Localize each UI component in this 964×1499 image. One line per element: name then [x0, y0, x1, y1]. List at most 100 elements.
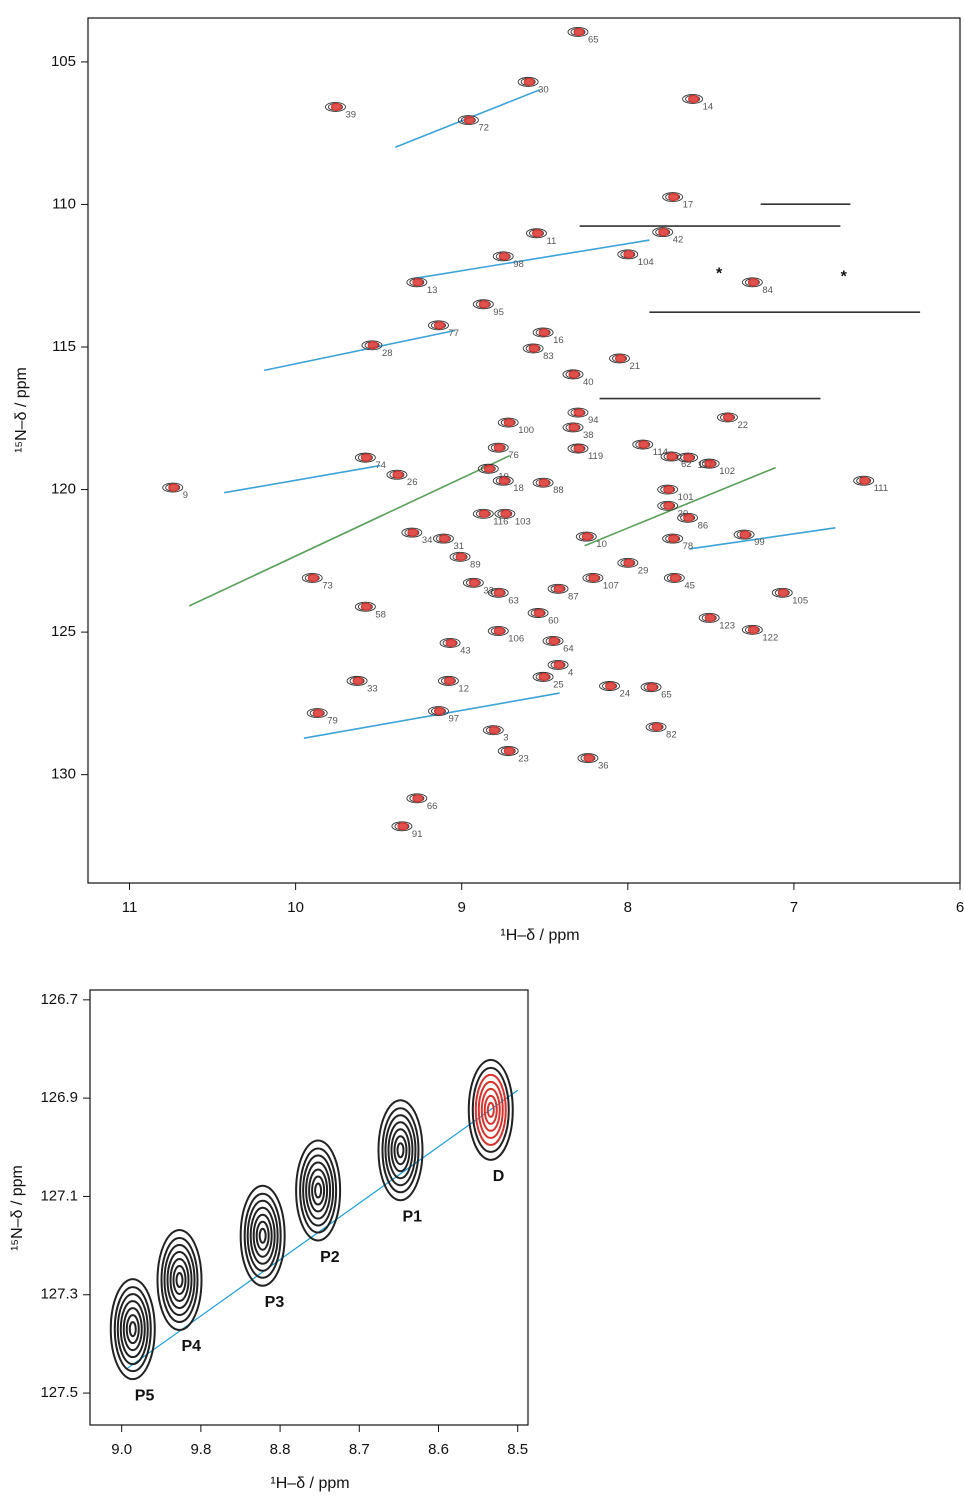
- peak: [449, 551, 471, 562]
- peak-label: 26: [407, 477, 418, 488]
- peak-label: 72: [478, 123, 489, 134]
- peak-label: D: [493, 1168, 505, 1185]
- contour-core: [704, 459, 716, 468]
- y-tick-label: 130: [51, 766, 76, 783]
- x-tick-label: 9.8: [190, 1441, 211, 1458]
- guide-line: [303, 692, 560, 739]
- contour: [577, 753, 599, 764]
- peak: [437, 675, 459, 686]
- contour: [542, 635, 564, 646]
- contour-core: [478, 509, 490, 518]
- contour-core: [367, 341, 379, 350]
- contour: [305, 1161, 332, 1220]
- peak: [532, 327, 554, 338]
- contour-core: [623, 250, 635, 259]
- peak: [567, 443, 589, 454]
- x-axis-label: ¹H–δ / ppm: [500, 927, 579, 944]
- peak: [567, 27, 589, 37]
- contour-core: [568, 370, 580, 379]
- contour: [492, 251, 514, 262]
- contour-core: [683, 453, 695, 462]
- peak: [617, 249, 639, 260]
- peak-label: 30: [538, 84, 549, 95]
- contour: [526, 228, 547, 239]
- peak: [497, 417, 519, 428]
- peak-label: 119: [588, 451, 603, 462]
- contour: [306, 708, 328, 719]
- contour: [390, 1128, 411, 1173]
- contour-core: [615, 354, 627, 363]
- peak-label: 42: [673, 235, 684, 246]
- x-tick-label: 8.7: [349, 1441, 370, 1458]
- contour: [406, 277, 428, 288]
- peak: [527, 608, 549, 618]
- x-tick-label: 7: [790, 899, 798, 916]
- peak: [487, 442, 509, 453]
- peak-label: 17: [683, 200, 694, 211]
- peak: [162, 482, 184, 493]
- peak-label: P2: [320, 1249, 340, 1266]
- peak-label: 39: [345, 109, 356, 120]
- contour-core: [312, 709, 324, 718]
- peak: [487, 626, 509, 636]
- contour: [645, 722, 667, 732]
- peak-label: 38: [583, 430, 594, 441]
- contour: [354, 601, 376, 612]
- contour: [401, 527, 423, 538]
- peak: [582, 572, 604, 583]
- contour: [771, 587, 793, 598]
- plot-frame: [89, 989, 529, 1426]
- peak-label: 79: [327, 716, 338, 727]
- contour-core: [493, 588, 505, 597]
- contour-core: [581, 532, 593, 541]
- x-tick-label: 8.6: [428, 1441, 449, 1458]
- peak-label: 107: [603, 580, 619, 591]
- contour: [432, 533, 454, 544]
- peak-label: 28: [382, 348, 393, 359]
- peak-label: 104: [638, 257, 654, 268]
- y-tick-label: 120: [51, 481, 76, 498]
- peak: [494, 508, 516, 519]
- guide-line: [126, 1089, 519, 1370]
- contour-core: [747, 278, 759, 287]
- contour: [122, 1307, 143, 1352]
- peak: [662, 192, 684, 202]
- peak-label: P5: [135, 1387, 155, 1404]
- peak-label: 122: [762, 632, 778, 643]
- peak-label: 65: [661, 690, 672, 701]
- contour: [480, 1087, 501, 1132]
- contour-core: [412, 794, 424, 803]
- peak-label: 36: [598, 761, 609, 772]
- peak: [677, 512, 699, 523]
- contour-core: [668, 534, 680, 543]
- peak: [432, 533, 454, 544]
- peak: [575, 531, 597, 542]
- contour-core: [438, 534, 450, 543]
- contour: [527, 608, 549, 618]
- peak: [741, 624, 763, 635]
- contour-core: [443, 676, 455, 685]
- peak-label: 97: [448, 714, 459, 725]
- peak-label: 87: [568, 591, 579, 602]
- contour: [109, 1278, 156, 1381]
- contour: [853, 475, 875, 486]
- contour: [396, 1142, 405, 1159]
- contour-core: [638, 440, 650, 449]
- peak: [698, 612, 720, 623]
- y-tick-label: 126.9: [40, 1089, 78, 1106]
- peak-label: 65: [588, 34, 599, 45]
- contour: [354, 452, 376, 463]
- contour: [384, 1114, 417, 1187]
- contour-core: [573, 27, 585, 36]
- y-tick-label: 110: [52, 195, 76, 212]
- peak: [391, 821, 413, 832]
- peak: [522, 343, 544, 354]
- peak-label: 33: [367, 683, 378, 694]
- contour-core: [168, 483, 180, 492]
- contour: [487, 442, 509, 453]
- contour: [562, 422, 584, 433]
- peak-label: 74: [375, 460, 386, 471]
- peak: [645, 722, 667, 732]
- contour-core: [739, 530, 751, 539]
- contour: [428, 320, 449, 331]
